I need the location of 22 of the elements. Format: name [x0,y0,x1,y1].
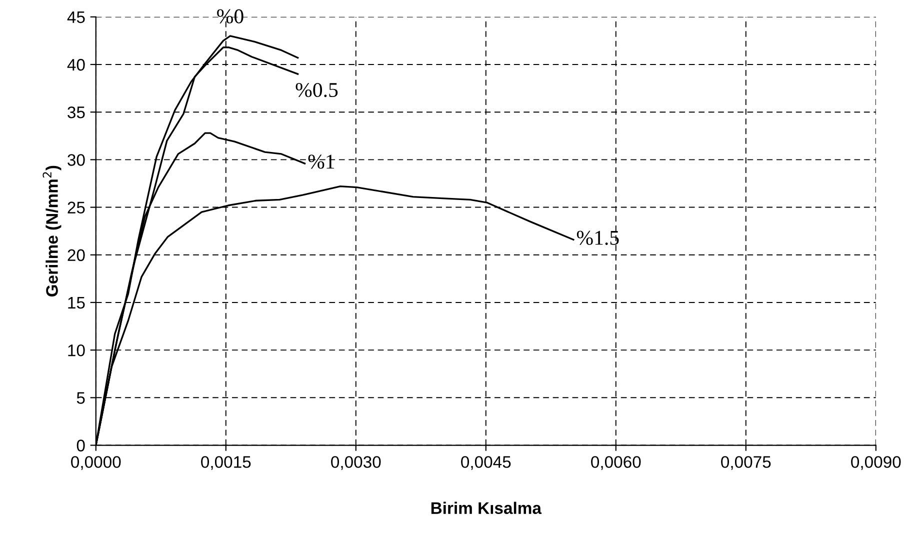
x-tick-label: 0,0075 [721,456,771,470]
y-tick-label: 5 [76,392,85,404]
x-tick-label: 0,0090 [851,456,901,470]
y-axis-title: Gerilme (N/mm$^{2}$) [42,166,62,296]
x-tick-label: 0,0030 [331,456,381,470]
y-tick-label: 45 [67,11,85,24]
y-tick-label: 10 [68,344,85,356]
annotation: %1.5 [576,230,619,245]
annotation: %0 [217,9,244,24]
y-tick-label: 25 [68,202,85,214]
x-tick-label: 0,0060 [591,456,641,470]
y-tick-label: 35 [68,106,85,118]
y-tick-label: 20 [68,249,85,262]
x-tick-label: 0,0015 [201,456,251,470]
x-tick-label: 0,0045 [461,456,511,470]
y-tick-label: 15 [68,297,85,309]
y-tick-label: 40 [67,58,85,71]
x-tick-label: 0,0000 [71,456,121,470]
y-tick-label: 0 [76,440,85,452]
x-axis-title: Birim Kısalma [431,502,542,514]
annotation: %0.5 [296,82,338,98]
y-tick-label: 30 [68,154,85,166]
